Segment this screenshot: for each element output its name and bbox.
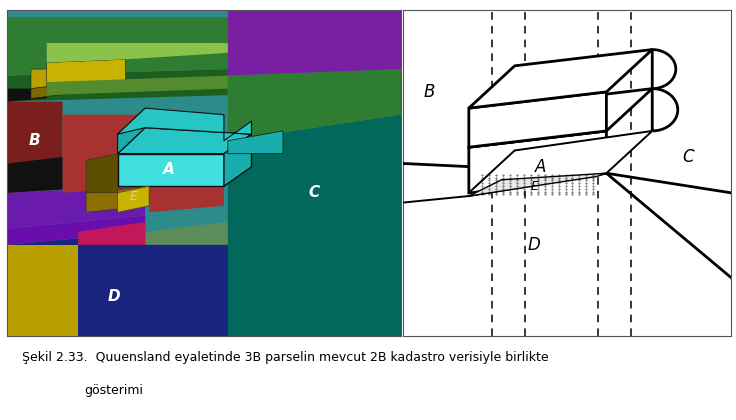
Polygon shape — [118, 154, 224, 186]
Polygon shape — [47, 43, 228, 63]
Polygon shape — [652, 50, 676, 89]
Text: A: A — [163, 163, 174, 178]
Polygon shape — [652, 89, 678, 131]
Text: D: D — [528, 236, 541, 254]
Polygon shape — [7, 186, 145, 228]
Text: A: A — [535, 158, 547, 176]
Polygon shape — [469, 131, 652, 193]
Polygon shape — [7, 89, 47, 102]
Text: B: B — [424, 83, 435, 101]
Polygon shape — [118, 128, 252, 154]
Polygon shape — [469, 50, 652, 108]
Polygon shape — [7, 69, 228, 102]
Polygon shape — [469, 92, 606, 147]
Polygon shape — [145, 222, 401, 245]
Text: Şekil 2.33.  Quuensland eyaletinde 3B parselin mevcut 2B kadastro verisiyle birl: Şekil 2.33. Quuensland eyaletinde 3B par… — [22, 351, 549, 364]
Polygon shape — [228, 131, 283, 154]
Text: C: C — [309, 185, 320, 200]
Text: D: D — [107, 289, 120, 304]
Polygon shape — [469, 89, 652, 147]
Polygon shape — [86, 154, 118, 193]
Polygon shape — [7, 245, 78, 336]
Polygon shape — [7, 157, 63, 193]
Polygon shape — [228, 69, 401, 141]
Polygon shape — [118, 108, 252, 141]
Polygon shape — [31, 82, 86, 98]
Polygon shape — [47, 59, 125, 89]
Polygon shape — [63, 115, 149, 193]
Text: E: E — [531, 180, 538, 193]
Polygon shape — [469, 131, 606, 193]
Polygon shape — [7, 215, 145, 245]
Polygon shape — [7, 17, 228, 76]
Polygon shape — [224, 134, 252, 186]
Text: C: C — [682, 148, 694, 166]
Text: B: B — [29, 133, 40, 148]
Text: gösterimi: gösterimi — [85, 384, 144, 397]
Polygon shape — [86, 186, 149, 212]
Polygon shape — [7, 232, 401, 336]
Polygon shape — [228, 10, 401, 76]
Text: E: E — [130, 189, 138, 202]
Polygon shape — [47, 76, 228, 95]
Polygon shape — [469, 173, 606, 196]
Polygon shape — [31, 69, 86, 89]
Polygon shape — [118, 186, 149, 212]
Polygon shape — [78, 222, 145, 245]
Polygon shape — [118, 108, 145, 154]
Polygon shape — [228, 115, 401, 336]
Polygon shape — [149, 141, 224, 212]
Polygon shape — [7, 102, 63, 193]
